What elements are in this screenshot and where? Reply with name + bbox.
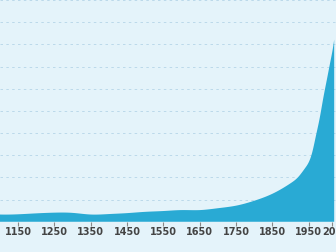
Polygon shape — [0, 40, 334, 222]
